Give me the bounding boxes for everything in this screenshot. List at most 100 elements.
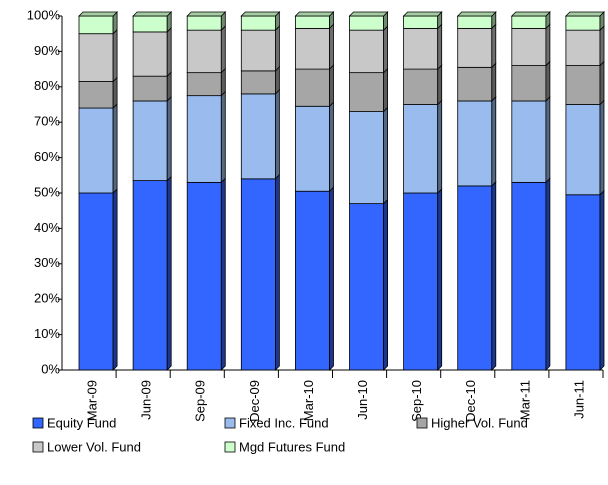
bar-side [274,173,280,371]
bar-top [402,11,443,17]
y-tick-label: 30% [34,255,60,270]
bar-side [166,26,172,78]
legend-swatch [224,417,236,429]
legend-label: Fixed Inc. Fund [239,415,329,430]
legend-swatch [224,441,236,453]
bar-side [383,67,389,113]
bar-segment [186,29,222,74]
bar-segment [78,15,114,35]
bar-segment [349,15,384,31]
y-tick-label: 0% [41,361,60,376]
bar-segment [186,72,222,97]
bar-side [274,25,280,72]
bar-segment [457,100,493,187]
bar-segment [511,181,547,371]
bar-side [491,95,497,187]
bar-segment [349,203,384,371]
bar-segment [294,68,330,107]
bar-segment [78,33,114,82]
bar-side [329,64,334,108]
bar-top [132,11,173,17]
bar-segment [294,190,330,371]
bar-side [437,99,443,194]
bar-side [599,99,605,196]
bar-segment [349,111,384,205]
bar-segment [565,194,601,371]
bar-segment [403,104,439,194]
bar-segment [240,15,276,31]
bar-side [112,76,118,110]
y-tick-label: 70% [34,114,60,129]
bar-segment [565,65,601,105]
y-tick-label: 50% [34,184,60,199]
bar-side [599,60,605,106]
bar-segment [511,15,547,29]
bar-segment [132,15,168,33]
y-tick-label: 90% [34,43,60,58]
x-tick-label: Mar-10 [301,380,316,421]
bar-side [112,103,118,194]
bar-side [166,175,172,371]
y-tick-label: 20% [34,291,60,306]
bar-top [564,11,605,17]
bar-segment [186,95,222,183]
y-tick-label: 100% [27,7,61,22]
bar-segment [349,29,384,74]
bar-side [545,95,551,184]
bar-segment [240,178,276,371]
bar-side [491,180,497,371]
bar-side [166,71,172,102]
bar-side [220,177,226,371]
bar-top [240,11,281,17]
x-tick-label: Dec-10 [463,380,478,422]
bar-side [599,25,605,67]
bar-segment [457,15,493,29]
bar-segment [565,15,601,31]
legend-swatch [32,417,44,429]
bar-segment [294,27,330,70]
bar-segment [78,81,114,109]
legend-label: Equity Fund [47,415,116,430]
bar-side [166,95,172,182]
y-tick-label: 40% [34,220,60,235]
bar-side [545,60,551,102]
bar-side [545,23,551,67]
bar-segment [349,72,384,112]
bar-top [456,11,497,17]
x-tick-label: Jun-11 [571,380,586,419]
bar-segment [294,105,330,192]
bar-segment [78,107,114,194]
bar-side [274,88,280,180]
bar-top [78,11,119,17]
bar-segment [186,15,222,31]
bar-side [329,186,334,371]
bar-side [329,23,334,71]
legend-label: Mgd Futures Fund [239,439,345,454]
y-tick-label: 10% [34,326,60,341]
bar-segment [457,185,493,371]
legend-swatch [416,417,428,429]
x-tick-label: Jun-10 [355,380,370,420]
bar-segment [403,68,439,105]
x-tick-label: Dec-09 [247,380,262,422]
bar-top [294,11,335,17]
y-tick-label: 60% [34,149,60,164]
bar-segment [511,27,547,66]
bar-side [383,198,389,371]
bar-side [599,189,605,371]
bar-segment [565,29,601,66]
bar-segment [186,181,222,371]
legend-swatch [32,441,44,453]
bar-side [383,25,389,74]
bar-segment [457,27,493,68]
bar-side [112,28,118,83]
bar-side [491,62,497,102]
bar-segment [132,75,168,102]
bar-side [437,188,443,371]
bar-segment [78,192,114,371]
bar-segment [240,93,276,180]
bar-side [491,23,497,69]
y-tick-label: 80% [34,78,60,93]
bar-side [274,65,280,95]
